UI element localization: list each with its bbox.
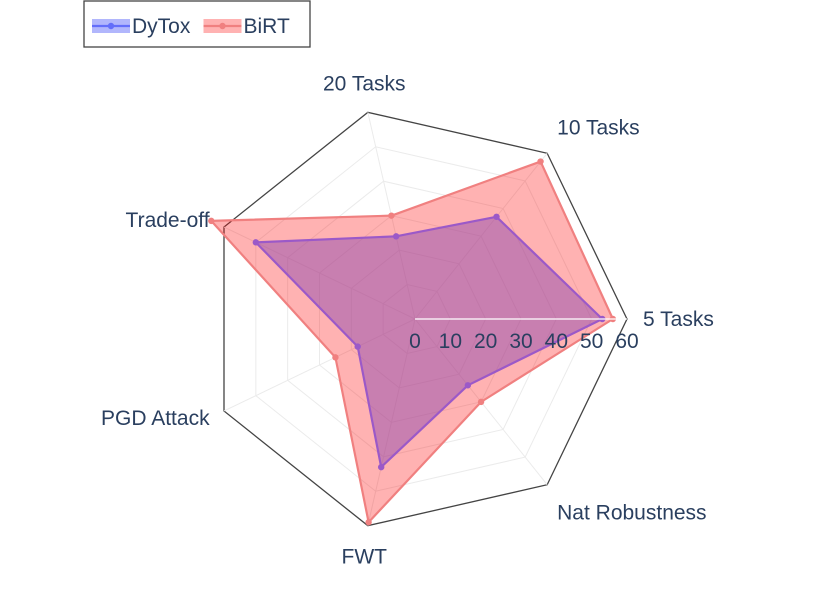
legend-marker-dytox (107, 22, 115, 30)
point-dytox-nat-robustness (464, 382, 472, 389)
point-birt-10-tasks (537, 158, 544, 165)
series-line-birt (210, 160, 614, 524)
legend-item-birt[interactable]: BiRT (203, 15, 290, 38)
series-area-birt (211, 161, 613, 523)
axis-label-20-tasks: 20 Tasks (323, 73, 406, 96)
axis-label-nat-robustness: Nat Robustness (557, 501, 706, 524)
axis-label-5-tasks: 5 Tasks (643, 308, 714, 331)
point-dytox-fwt (377, 463, 385, 471)
series-area-dytox (255, 216, 603, 468)
axis-label-pgd-attack: PGD Attack (101, 407, 210, 430)
legend-label-dytox: DyTox (132, 15, 191, 38)
axis-label-fwt: FWT (342, 545, 388, 568)
grid-ring (287, 180, 557, 458)
legend-item-dytox[interactable]: DyTox (92, 15, 191, 38)
radial-tick-label: 60 (615, 330, 638, 353)
radial-tick-label: 20 (474, 330, 497, 353)
legend-marker-birt (219, 22, 226, 30)
point-dytox-trade-off (252, 239, 260, 246)
point-dytox-20-tasks (392, 233, 400, 240)
point-birt-pgd-attack (332, 354, 339, 361)
radar-series (208, 158, 617, 526)
axis-labels: 5 Tasks 10 Tasks 20 Tasks Trade-off PGD Atta… (101, 73, 714, 569)
radial-tick-label: 10 (439, 330, 462, 353)
radial-tick-label: 50 (580, 330, 603, 353)
point-dytox-pgd-attack (354, 343, 361, 350)
outer-frame (223, 111, 628, 527)
point-birt-trade-off (208, 217, 215, 225)
axis-label-10-tasks: 10 Tasks (557, 117, 640, 140)
legend-label-birt: BiRT (244, 15, 290, 38)
radial-tick-label: 0 (409, 330, 421, 353)
series-line-dytox (254, 215, 604, 469)
point-birt-fwt (365, 519, 372, 526)
axis-label-trade-off: Trade-off (126, 209, 210, 232)
radial-tick-label: 40 (545, 330, 568, 353)
point-birt-nat-robustness (477, 398, 485, 406)
point-birt-20-tasks (388, 212, 395, 219)
radial-tick-label: 30 (509, 330, 532, 353)
point-dytox-10-tasks (493, 213, 500, 220)
radial-ticks: 0 10 20 30 40 50 60 (409, 318, 639, 353)
legend: DyTox BiRT (83, 0, 311, 48)
